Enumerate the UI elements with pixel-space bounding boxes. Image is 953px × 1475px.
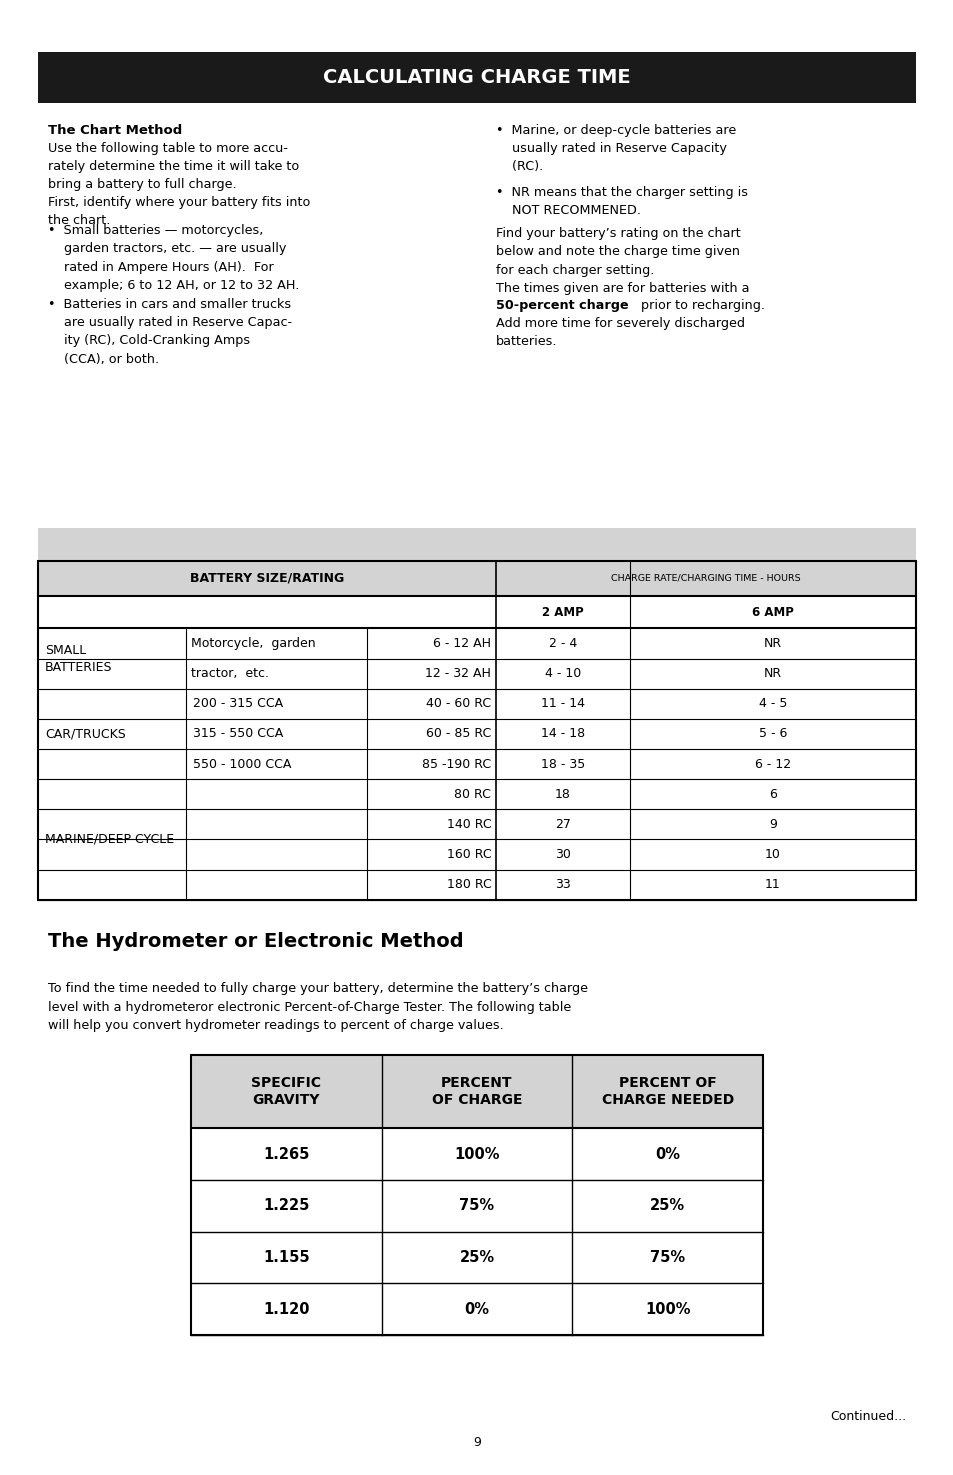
Text: 6 AMP: 6 AMP [751, 606, 793, 618]
Text: Find your battery’s rating on the chart
below and note the charge time given
for: Find your battery’s rating on the chart … [496, 227, 749, 295]
Text: 4 - 5: 4 - 5 [758, 698, 786, 711]
Text: 2 - 4: 2 - 4 [548, 637, 577, 650]
Text: 550 - 1000 CCA: 550 - 1000 CCA [193, 758, 291, 770]
Text: 6 - 12 AH: 6 - 12 AH [433, 637, 491, 650]
Text: 9: 9 [768, 817, 776, 830]
Text: 30: 30 [555, 848, 570, 861]
Text: 85 -190 RC: 85 -190 RC [422, 758, 491, 770]
Text: The Chart Method: The Chart Method [48, 124, 182, 137]
Text: 40 - 60 RC: 40 - 60 RC [426, 698, 491, 711]
Text: prior to recharging.: prior to recharging. [637, 299, 764, 313]
Text: 50-percent charge: 50-percent charge [496, 299, 628, 313]
Text: 33: 33 [555, 878, 570, 891]
Bar [38, 528, 915, 596]
Text: 10: 10 [764, 848, 780, 861]
Text: •  Batteries in cars and smaller trucks
    are usually rated in Reserve Capac-
: • Batteries in cars and smaller trucks a… [48, 298, 292, 366]
Text: tractor,  etc.: tractor, etc. [191, 667, 269, 680]
Text: 6: 6 [768, 788, 776, 801]
Text: 11 - 14: 11 - 14 [540, 698, 584, 711]
Text: 100%: 100% [454, 1146, 499, 1162]
Text: PERCENT
OF CHARGE: PERCENT OF CHARGE [432, 1077, 521, 1106]
Text: 200 - 315 CCA: 200 - 315 CCA [193, 698, 282, 711]
Text: 14 - 18: 14 - 18 [540, 727, 584, 740]
Text: MARINE/DEEP CYCLE: MARINE/DEEP CYCLE [45, 833, 173, 847]
Text: To find the time needed to fully charge your battery, determine the battery’s ch: To find the time needed to fully charge … [48, 982, 587, 1031]
Text: CALCULATING CHARGE TIME: CALCULATING CHARGE TIME [323, 68, 630, 87]
Bar [191, 1055, 762, 1128]
Text: 1.265: 1.265 [263, 1146, 309, 1162]
Text: •  Marine, or deep-cycle batteries are
    usually rated in Reserve Capacity
   : • Marine, or deep-cycle batteries are us… [496, 124, 736, 173]
Text: 100%: 100% [644, 1301, 690, 1317]
Text: NR: NR [763, 637, 781, 650]
Text: Continued...: Continued... [829, 1410, 905, 1422]
Text: 140 RC: 140 RC [446, 817, 491, 830]
Text: NR: NR [763, 667, 781, 680]
Text: 75%: 75% [459, 1198, 494, 1214]
Text: 4 - 10: 4 - 10 [544, 667, 580, 680]
Text: Motorcycle,  garden: Motorcycle, garden [191, 637, 315, 650]
Text: 12 - 32 AH: 12 - 32 AH [425, 667, 491, 680]
Text: SPECIFIC
GRAVITY: SPECIFIC GRAVITY [251, 1077, 321, 1106]
Text: 180 RC: 180 RC [446, 878, 491, 891]
Text: 2 AMP: 2 AMP [541, 606, 583, 618]
Text: 25%: 25% [650, 1198, 684, 1214]
Text: 60 - 85 RC: 60 - 85 RC [426, 727, 491, 740]
Text: PERCENT OF
CHARGE NEEDED: PERCENT OF CHARGE NEEDED [601, 1077, 733, 1106]
Bar [38, 52, 915, 103]
Text: 18 - 35: 18 - 35 [540, 758, 584, 770]
Bar [38, 560, 915, 900]
Text: The Hydrometer or Electronic Method: The Hydrometer or Electronic Method [48, 932, 463, 951]
Text: SMALL
BATTERIES: SMALL BATTERIES [45, 643, 112, 674]
Text: 75%: 75% [650, 1249, 684, 1266]
Text: 0%: 0% [655, 1146, 679, 1162]
Text: 25%: 25% [459, 1249, 494, 1266]
Text: 5 - 6: 5 - 6 [758, 727, 786, 740]
Text: 0%: 0% [464, 1301, 489, 1317]
Text: CAR/TRUCKS: CAR/TRUCKS [45, 727, 126, 740]
Text: •  NR means that the charger setting is
    NOT RECOMMENED.: • NR means that the charger setting is N… [496, 186, 747, 217]
Bar [191, 1055, 762, 1335]
Text: 6 - 12: 6 - 12 [754, 758, 790, 770]
Text: 1.120: 1.120 [263, 1301, 309, 1317]
Text: •  Small batteries — motorcycles,
    garden tractors, etc. — are usually
    ra: • Small batteries — motorcycles, garden … [48, 224, 298, 292]
Text: Use the following table to more accu-
rately determine the time it will take to
: Use the following table to more accu- ra… [48, 142, 310, 227]
Text: CHARGE RATE/CHARGING TIME - HOURS: CHARGE RATE/CHARGING TIME - HOURS [611, 574, 800, 583]
Text: 27: 27 [555, 817, 570, 830]
Text: 80 RC: 80 RC [454, 788, 491, 801]
Text: 9: 9 [473, 1437, 480, 1448]
Text: 18: 18 [555, 788, 570, 801]
Text: 1.155: 1.155 [263, 1249, 309, 1266]
Text: Add more time for severely discharged
batteries.: Add more time for severely discharged ba… [496, 317, 744, 348]
Text: BATTERY SIZE/RATING: BATTERY SIZE/RATING [190, 572, 344, 584]
Text: 160 RC: 160 RC [446, 848, 491, 861]
Text: 11: 11 [764, 878, 780, 891]
Text: 315 - 550 CCA: 315 - 550 CCA [193, 727, 283, 740]
Text: 1.225: 1.225 [263, 1198, 309, 1214]
